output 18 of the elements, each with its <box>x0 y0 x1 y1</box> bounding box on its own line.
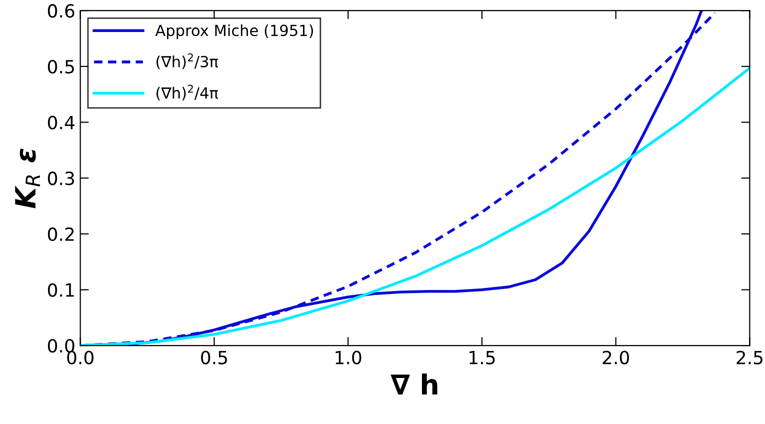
x-tick-label: 1.0 <box>336 350 362 364</box>
y-tick-label: 0.0 <box>48 339 74 353</box>
y-tick-label: 0.5 <box>48 60 74 74</box>
x-tick-label: 2.0 <box>602 350 629 364</box>
x-tick-label: 2.5 <box>736 350 762 364</box>
y-tick-label: 0.6 <box>48 4 74 18</box>
y-tick-label: 0.2 <box>48 227 74 242</box>
y-tick-label: 0.4 <box>48 116 74 130</box>
legend-label: Approx Miche (1951) <box>155 24 313 40</box>
legend-label: (∇h)$^{2}$/4π <box>156 84 218 100</box>
legend-label: (∇h)$^{2}$/3π <box>156 53 218 70</box>
x-tick-label: 0.0 <box>67 350 94 364</box>
x-tick-label: 1.5 <box>470 350 495 364</box>
x-tick-label: 0.5 <box>201 350 227 364</box>
y-axis-title: K$_{R}$ ε <box>15 148 40 208</box>
y-tick-label: 0.3 <box>48 172 74 186</box>
x-axis-title: ∇ h <box>390 373 438 395</box>
y-tick-label: 0.1 <box>48 283 74 297</box>
